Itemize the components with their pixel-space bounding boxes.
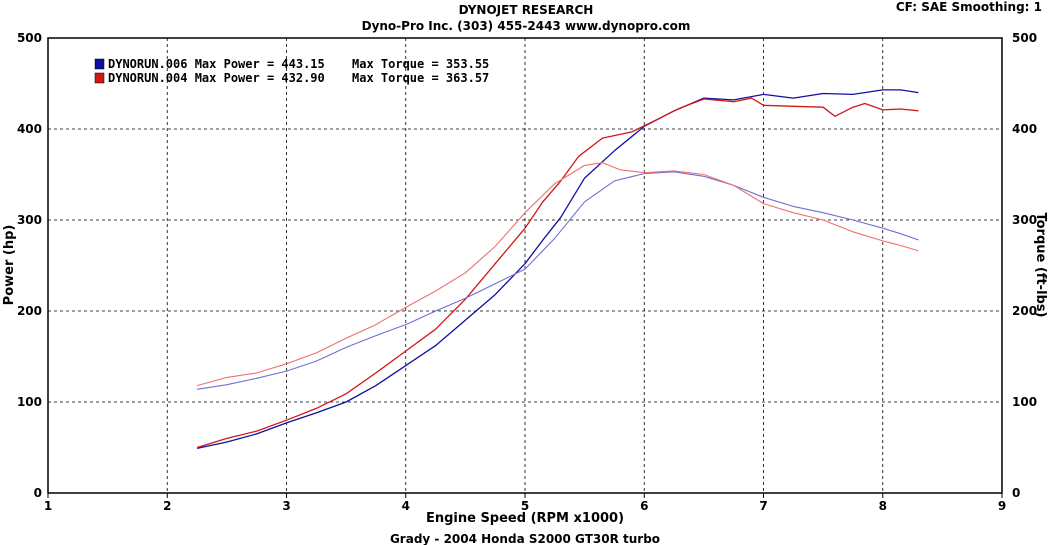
y-axis-right-label: Torque (ft-lbs) <box>1033 212 1048 317</box>
x-tick-label-2: 3 <box>282 499 290 513</box>
y-left-tick-label-2: 200 <box>17 304 42 318</box>
legend-swatch-run006 <box>94 58 105 70</box>
chart-title: DYNOJET RESEARCH <box>459 3 594 17</box>
x-axis-label: Engine Speed (RPM x1000) <box>426 511 624 526</box>
y-left-tick-label-4: 400 <box>17 122 42 136</box>
x-tick-label-6: 7 <box>759 499 767 513</box>
series-line-dynorun-006-power <box>196 89 919 450</box>
x-axis-ticks: 1 2 3 4 5 6 7 8 9 <box>44 493 1006 513</box>
y-left-tick-label-5: 500 <box>17 31 42 45</box>
y-axis-left-ticks: 0 100 200 300 400 500 <box>17 31 42 500</box>
x-tick-label-8: 9 <box>998 499 1006 513</box>
y-axis-left-label: Power (hp) <box>2 225 17 306</box>
series-line-dynorun-004-torque <box>196 162 919 387</box>
legend-entry-run006-power: DYNORUN.006 Max Power = 443.15 <box>108 57 325 71</box>
x-tick-label-5: 6 <box>640 499 648 513</box>
x-tick-label-7: 8 <box>879 499 887 513</box>
series-line-dynorun-004-power <box>196 97 919 449</box>
x-tick-label-0: 1 <box>44 499 52 513</box>
y-right-tick-label-0: 0 <box>1012 486 1020 500</box>
legend-entry-run004-power: DYNORUN.004 Max Power = 432.90 <box>108 71 325 85</box>
y-right-tick-label-1: 100 <box>1012 395 1037 409</box>
legend-swatch-run004 <box>94 72 105 84</box>
series-lines <box>196 89 919 450</box>
y-left-tick-label-3: 300 <box>17 213 42 227</box>
y-right-tick-label-4: 400 <box>1012 122 1037 136</box>
vehicle-caption: Grady - 2004 Honda S2000 GT30R turbo <box>390 532 660 545</box>
legend-entry-run004-torque: Max Torque = 363.57 <box>352 71 489 85</box>
y-right-tick-label-5: 500 <box>1012 31 1037 45</box>
legend-entry-run006-torque: Max Torque = 353.55 <box>352 57 489 71</box>
y-left-tick-label-0: 0 <box>34 486 42 500</box>
x-tick-label-4: 5 <box>521 499 529 513</box>
y-left-tick-label-1: 100 <box>17 395 42 409</box>
y-right-tick-label-2: 200 <box>1012 304 1037 318</box>
series-line-dynorun-006-torque <box>197 171 919 390</box>
legend: DYNORUN.006 Max Power = 443.15 Max Torqu… <box>94 57 489 85</box>
y-axis-right-ticks: 0 100 200 300 400 500 <box>1012 31 1037 500</box>
x-tick-label-3: 4 <box>402 499 410 513</box>
chart-subtitle: Dyno-Pro Inc. (303) 455-2443 www.dynopro… <box>362 19 691 33</box>
grid-lines <box>48 38 1002 493</box>
x-tick-label-1: 2 <box>163 499 171 513</box>
y-right-tick-label-3: 300 <box>1012 213 1037 227</box>
correction-factor-label: CF: SAE Smoothing: 1 <box>896 0 1042 14</box>
